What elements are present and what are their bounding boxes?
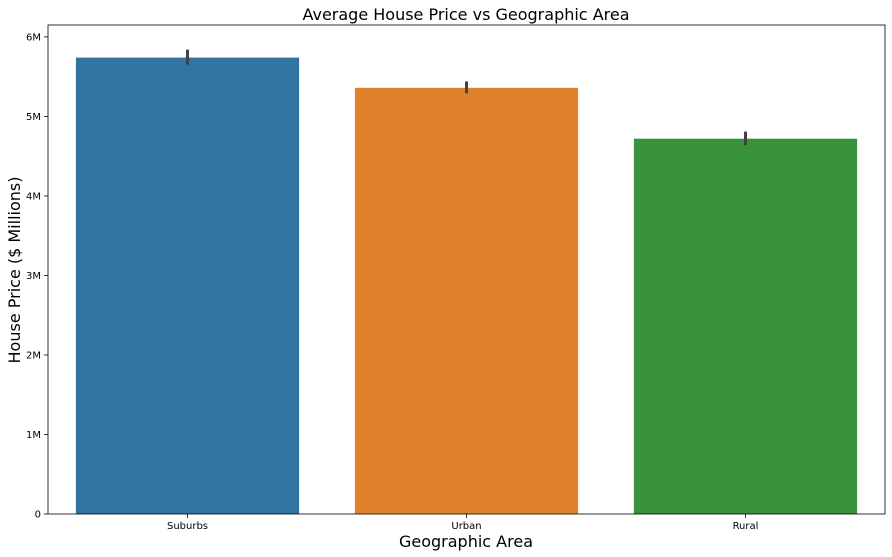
y-axis-label: House Price ($ Millions) — [5, 177, 24, 364]
x-tick-label: Rural — [733, 521, 759, 532]
y-tick-label: 1M — [26, 430, 41, 441]
y-tick-label: 0 — [35, 510, 41, 521]
x-tick-label: Suburbs — [167, 521, 208, 532]
axes-frame — [47, 24, 886, 515]
bar-suburbs — [75, 57, 300, 514]
y-tick-label: 6M — [26, 32, 41, 43]
plot-area: Suburbs Urban Rural 0 1M 2M 3M 4M 5M 6M — [26, 24, 886, 532]
chart-title: Average House Price vs Geographic Area — [302, 5, 629, 24]
bar-urban — [354, 87, 579, 514]
y-tick-label: 4M — [26, 191, 41, 202]
y-tick-label: 2M — [26, 350, 41, 361]
x-axis-label: Geographic Area — [399, 532, 533, 551]
y-tick-label: 3M — [26, 271, 41, 282]
y-tick-label: 5M — [26, 112, 41, 123]
x-tick-label: Urban — [451, 521, 481, 532]
bar-rural — [633, 138, 858, 514]
